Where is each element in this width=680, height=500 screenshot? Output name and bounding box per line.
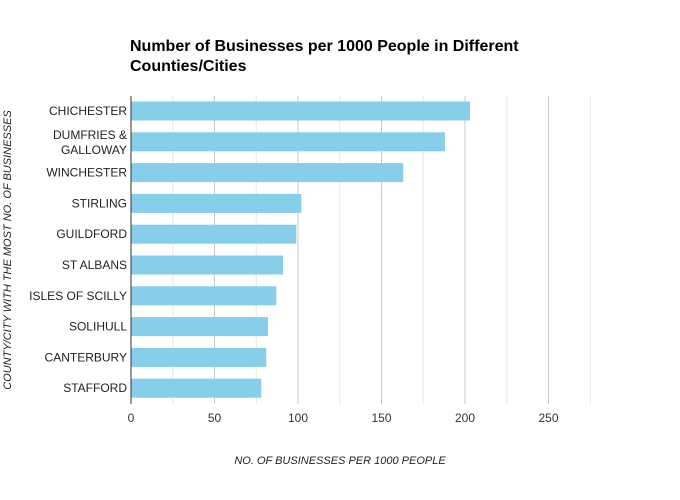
category-label: CHICHESTER <box>49 104 127 118</box>
bar-stirling <box>131 193 302 213</box>
bar-dumfries-galloway <box>131 132 445 152</box>
x-tick-label: 200 <box>455 411 475 425</box>
bar-winchester <box>131 163 404 183</box>
x-axis-label: NO. OF BUSINESSES PER 1000 PEOPLE <box>234 455 446 467</box>
category-label: ISLES OF SCILLY <box>29 289 127 303</box>
category-label: CANTERBURY <box>45 350 127 364</box>
chart-title: Number of Businesses per 1000 People in … <box>130 38 519 75</box>
x-tick-label: 250 <box>538 411 558 425</box>
category-label: STAFFORD <box>63 381 127 395</box>
bar-st-albans <box>131 255 283 275</box>
category-label: WINCHESTER <box>46 166 127 180</box>
y-axis-label: COUNTY/CITY WITH THE MOST NO. OF BUSINES… <box>2 110 14 390</box>
x-tick-label: 150 <box>371 411 391 425</box>
x-tick-label: 0 <box>128 411 135 425</box>
bar-canterbury <box>131 347 267 367</box>
category-label: SOLIHULL <box>69 320 127 334</box>
category-label: STIRLING <box>72 196 127 210</box>
bar-solihull <box>131 317 268 337</box>
bar-isles-of-scilly <box>131 286 277 306</box>
x-tick-label: 100 <box>288 411 308 425</box>
bar-guildford <box>131 224 297 244</box>
category-label: GUILDFORD <box>56 227 127 241</box>
category-label: DUMFRIES & GALLOWAY <box>53 128 127 157</box>
category-label: ST ALBANS <box>62 258 127 272</box>
bar-stafford <box>131 378 262 398</box>
bar-chichester <box>131 101 471 121</box>
x-tick-label: 50 <box>208 411 222 425</box>
